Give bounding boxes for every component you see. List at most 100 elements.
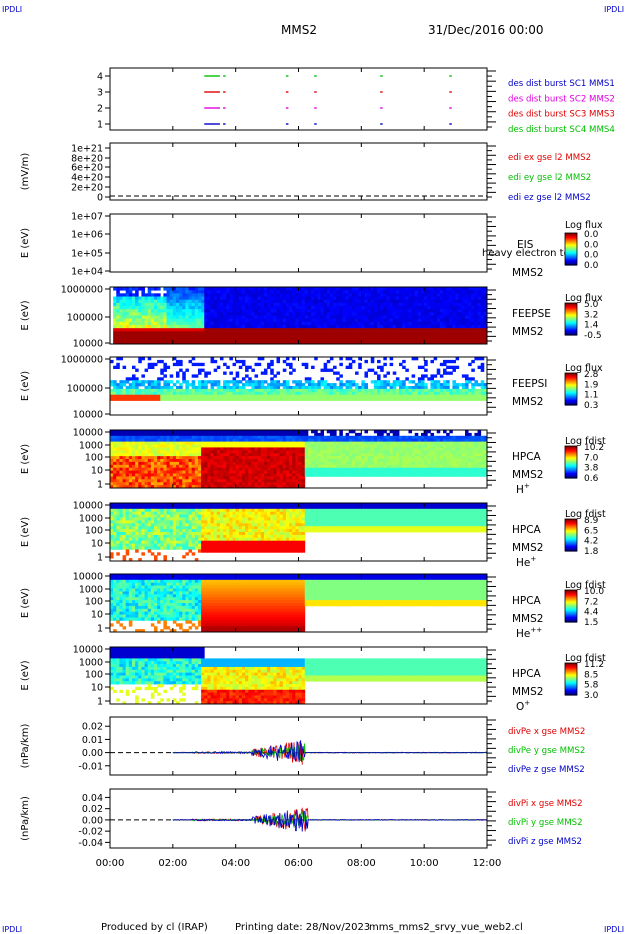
spectrogram-cell: [292, 432, 296, 437]
spectrogram-cell: [191, 296, 196, 301]
spectrogram-cell: [417, 318, 422, 323]
spectrogram-cell: [477, 296, 482, 301]
spectrogram-cell: [172, 312, 177, 316]
spectrogram-cell: [216, 290, 221, 294]
spectrogram-cell: [188, 473, 193, 477]
spectrogram-cell: [135, 473, 139, 477]
spectrogram-cell: [251, 485, 255, 489]
spectrogram-cell: [285, 450, 290, 454]
spectrogram-cell: [377, 315, 381, 320]
spectrogram-cell: [314, 464, 318, 469]
spectrogram-cell: [204, 479, 208, 483]
spectrogram-cell: [245, 374, 249, 378]
spectrogram-cell: [282, 459, 287, 463]
spectrogram-cell: [122, 441, 127, 445]
spectrogram-cell: [172, 328, 177, 332]
spectrogram-cell: [358, 435, 362, 440]
spectrogram-cell: [348, 290, 353, 294]
spectrogram-cell: [411, 397, 416, 401]
spectrogram-cell: [135, 435, 139, 440]
spectrogram-cell: [342, 383, 347, 387]
spectrogram-cell: [147, 318, 152, 323]
spectrogram-cell: [157, 479, 161, 483]
spectrogram-cell: [116, 461, 120, 466]
spectrogram-cell: [355, 444, 359, 448]
spectrogram-cell: [163, 432, 167, 437]
spectrogram-cell: [323, 397, 328, 401]
spectrogram-cell: [147, 456, 152, 460]
spectrogram-cell: [235, 441, 240, 445]
spectrogram-cell: [138, 435, 142, 440]
spectrogram-cell: [342, 318, 347, 323]
spectrogram-cell: [483, 293, 488, 297]
spectrogram-cell: [119, 435, 123, 440]
spectrogram-cell: [160, 302, 164, 307]
spectrogram-cell: [465, 391, 469, 396]
spectrogram-cell: [471, 377, 475, 381]
spectrogram-cell: [383, 306, 387, 310]
spectrogram-cell: [320, 331, 325, 335]
spectrogram-cell: [179, 435, 183, 440]
spectrogram-cell: [405, 299, 409, 304]
spectrogram-cell: [229, 467, 233, 471]
colorbar-cell: [565, 241, 577, 243]
spectrogram-cell: [273, 318, 277, 323]
spectrogram-cell: [138, 337, 142, 342]
spectrogram-cell: [427, 306, 431, 310]
spectrogram-cell: [232, 383, 237, 387]
spectrogram-cell: [201, 312, 205, 316]
spectrogram-cell: [232, 377, 237, 381]
spectrogram-cell: [153, 447, 158, 451]
spectrogram-cell: [166, 388, 171, 393]
spectrogram-cell: [194, 290, 199, 294]
spectrogram-cell: [226, 302, 230, 307]
spectrogram-cell: [314, 296, 318, 301]
spectrogram-cell: [285, 362, 290, 367]
spectrogram-cell: [207, 432, 211, 437]
spectrogram-cell: [223, 312, 227, 316]
spectrogram-cell: [169, 340, 174, 345]
spectrogram-cell: [116, 473, 120, 477]
spectrogram-cell: [185, 394, 189, 398]
spectrogram-cell: [144, 444, 149, 448]
spectrogram-cell: [383, 397, 387, 401]
spectrogram-cell: [169, 299, 174, 304]
spectrogram-cell: [141, 374, 145, 378]
spectrogram-cell: [128, 377, 133, 381]
spectrogram-cell: [333, 432, 337, 437]
spectrogram-cell: [153, 459, 158, 463]
spectrogram-cell: [436, 312, 441, 316]
spectrogram-cell: [342, 334, 347, 339]
spectrogram-cell: [175, 450, 180, 454]
spectrogram-cell: [116, 383, 120, 387]
colorbar-cell: [565, 258, 577, 260]
spectrogram-cell: [248, 315, 252, 320]
spectrogram-cell: [260, 386, 265, 390]
colorbar-tick-label: 0.3: [584, 401, 598, 411]
spectrogram-cell: [188, 464, 193, 469]
spectrogram-cell: [204, 383, 208, 387]
spectrogram-cell: [216, 337, 221, 342]
spectrogram-cell: [197, 325, 202, 329]
spectrogram-cell: [110, 453, 114, 457]
spectrogram-cell: [213, 359, 218, 364]
spectrogram-cell: [157, 432, 161, 437]
spectrogram-cell: [157, 459, 161, 463]
spectrogram-cell: [474, 340, 478, 345]
spectrogram-cell: [311, 365, 315, 369]
spectrogram-cell: [408, 325, 412, 329]
colorbar-cell: [565, 330, 577, 332]
spectrogram-cell: [223, 293, 227, 297]
spectrogram-cell: [480, 287, 485, 291]
corner-label-tr: IPDLI: [604, 5, 624, 14]
spectrogram-cell: [443, 380, 447, 384]
spectrogram-cell: [282, 388, 287, 393]
spectrogram-cell: [358, 386, 362, 390]
spectrogram-cell: [113, 325, 117, 329]
spectrogram-cell: [279, 391, 284, 396]
spectrogram-cell: [267, 459, 271, 463]
spectrogram-cell: [241, 464, 246, 469]
spectrogram-cell: [314, 394, 318, 398]
corner-label-bl: IPDLI: [2, 925, 22, 934]
spectrogram-cell: [153, 485, 158, 489]
